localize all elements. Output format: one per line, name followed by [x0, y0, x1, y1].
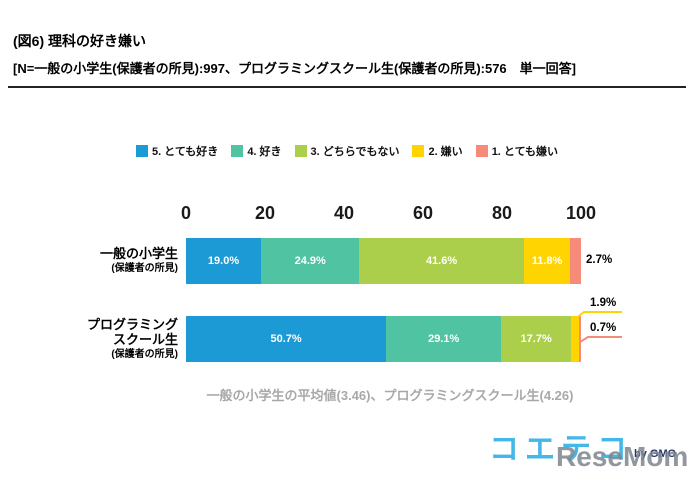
chart-subtitle: [N=一般の小学生(保護者の所見):997、プログラミングスクール生(保護者の所…: [13, 61, 576, 76]
header-divider: [8, 86, 686, 88]
bar-value-outside: 0.7%: [590, 322, 617, 334]
bar-segment: 41.6%: [359, 238, 524, 284]
bar-programming-school-students: 50.7% 29.1% 17.7%: [186, 316, 581, 362]
legend-item: 5. とても好き: [135, 143, 219, 159]
row-label-general-students: 一般の小学生 (保護者の所見): [8, 246, 178, 275]
bar-segment: [571, 316, 579, 362]
x-axis-tick: 20: [254, 203, 276, 223]
bar-segment: 29.1%: [386, 316, 502, 362]
bar-segment: [578, 316, 581, 362]
x-axis: 0 20 40 60 80 100: [181, 203, 596, 227]
x-axis-tick: 80: [491, 203, 513, 223]
row-name: 一般の小学生: [99, 246, 178, 261]
bar-value-outside: 1.9%: [590, 297, 617, 309]
row-subname: (保護者の所見): [111, 263, 178, 274]
bar-segment: 24.9%: [261, 238, 360, 284]
x-axis-tick: 100: [565, 203, 597, 223]
legend-label: 2. 嫌い: [428, 146, 463, 158]
by-gmo-logo: by GMO: [634, 448, 677, 460]
x-axis-tick: 0: [180, 203, 192, 223]
bar-segment: 19.0%: [186, 238, 262, 284]
legend-item: 1. とても嫌い: [475, 143, 559, 159]
legend-swatch-icon: [475, 145, 488, 157]
legend: 5. とても好き 4. 好き 3. どちらでもない 2. 嫌い 1. とても嫌い: [0, 143, 694, 159]
row-label-programming-school-students: プログラミング スクール生 (保護者の所見): [8, 317, 178, 361]
average-note: 一般の小学生の平均値(3.46)、プログラミングスクール生(4.26): [206, 388, 574, 403]
legend-swatch-icon: [412, 145, 425, 157]
row-subname: (保護者の所見): [111, 349, 178, 360]
bar-segment: 17.7%: [501, 316, 572, 362]
legend-label: 4. 好き: [247, 146, 282, 158]
legend-item: 3. どちらでもない: [294, 143, 400, 159]
chart-title: (図6) 理科の好き嫌い: [13, 33, 146, 49]
legend-label: 3. どちらでもない: [310, 146, 400, 158]
legend-item: 2. 嫌い: [412, 143, 463, 159]
legend-label: 5. とても好き: [151, 146, 219, 158]
bar-value-outside: 2.7%: [586, 254, 613, 266]
legend-swatch-icon: [294, 145, 307, 157]
x-axis-tick: 60: [412, 203, 434, 223]
bar-segment: 11.8%: [523, 238, 571, 284]
row-name: プログラミング スクール生: [86, 317, 178, 347]
resemom-watermark: ReseMom: [556, 441, 689, 472]
legend-item: 4. 好き: [231, 143, 282, 159]
legend-swatch-icon: [231, 145, 244, 157]
bar-segment: [570, 238, 581, 284]
bar-general-students: 19.0% 24.9% 41.6% 11.8%: [186, 238, 581, 284]
coeteco-logo: コエテコ: [489, 433, 633, 466]
legend-swatch-icon: [135, 145, 148, 157]
bar-segment: 50.7%: [186, 316, 387, 362]
x-axis-tick: 40: [333, 203, 355, 223]
legend-label: 1. とても嫌い: [491, 146, 559, 158]
